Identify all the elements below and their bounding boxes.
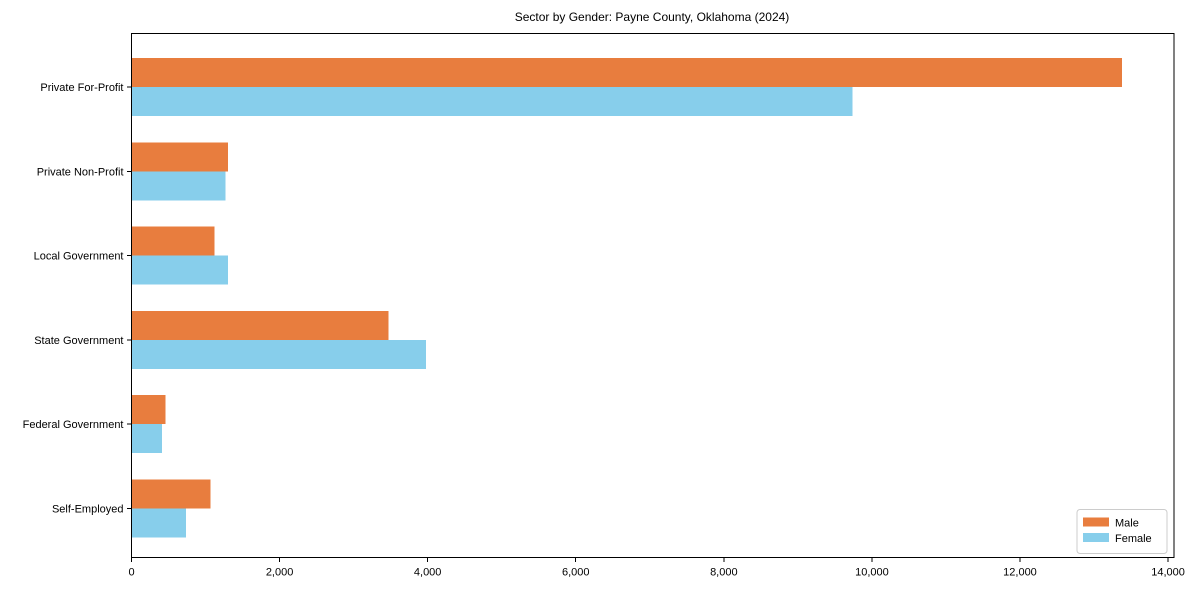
bar-female-3 [131,339,427,369]
bar-male-0 [131,58,1122,87]
bar-female-0 [131,87,853,116]
legend-swatch-female [1083,533,1109,542]
x-tick-label: 6,000 [562,567,590,579]
x-tick-label: 0 [128,567,134,579]
y-tick-label: Private Non-Profit [37,166,124,178]
legend-label-female: Female [1115,533,1152,545]
bar-female-2 [131,255,228,285]
bar-male-4 [131,395,166,425]
chart-title: Sector by Gender: Payne County, Oklahoma… [515,10,790,24]
plot-area: Private For-Profit Private Non-Profit Loca… [23,33,1185,579]
y-tick-label: Private For-Profit [40,82,123,94]
x-tick-label: 4,000 [414,567,442,579]
x-tick-label: 14,000 [1151,567,1185,579]
bar-male-1 [131,142,228,172]
bar-female-5 [131,508,186,538]
bar-male-2 [131,226,215,256]
bar-male-3 [131,310,389,340]
bar-female-1 [131,171,226,201]
y-tick-label: State Government [34,335,123,347]
y-tick-label: Federal Government [23,419,124,431]
legend-box [1076,509,1168,554]
x-tick-label: 8,000 [710,567,738,579]
legend-swatch-male [1083,517,1109,527]
legend-label-male: Male [1115,518,1139,530]
x-tick-label: 12,000 [1003,567,1037,579]
x-tick-label: 2,000 [266,567,294,579]
legend: Male Female [1076,509,1168,554]
y-tick-label: Local Government [34,251,124,263]
bar-male-5 [131,479,211,509]
bar-female-4 [131,424,162,454]
x-tick-label: 10,000 [855,567,889,579]
y-tick-label: Self-Employed [52,504,124,516]
plot-border [131,33,1175,558]
